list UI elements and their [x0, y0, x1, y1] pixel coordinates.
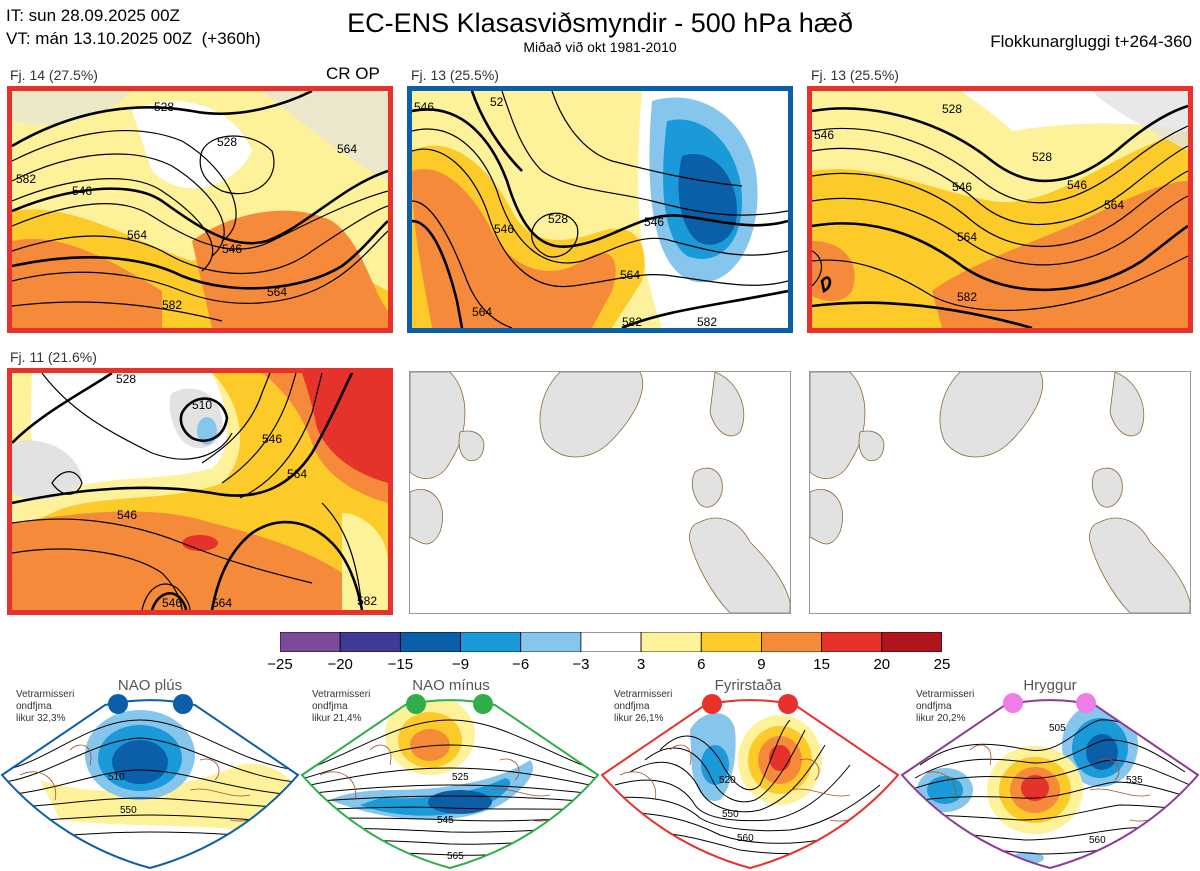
- panel-3-contour-label: 564: [957, 230, 977, 244]
- classification-window: Flokkunargluggi t+264-360: [990, 32, 1192, 51]
- colorbar-segment: [399, 631, 461, 653]
- regime-4-note: Vetrarmisseri ondfjma likur 20,2%: [916, 689, 975, 724]
- regime-1-contour-label: 510: [108, 772, 125, 783]
- colorbar-segment: [881, 631, 943, 653]
- panel-1-label: Fj. 14 (27.5%): [10, 67, 98, 83]
- regime-1-title: NAO plús: [117, 677, 183, 694]
- colorbar-tick-label: −25: [267, 656, 293, 673]
- panel-4-contour-label: 564: [287, 467, 307, 481]
- panel-4-contour-label: 546: [117, 508, 137, 522]
- panel-4-contour-label: 546: [162, 596, 182, 610]
- colorbar-segment: [520, 631, 582, 653]
- cluster-map-4: 510 528 546 564 546 546 564 582: [7, 368, 393, 615]
- regime-map-nao-plus: 510 550: [0, 694, 300, 870]
- regime-2-contour-label: 525: [452, 772, 469, 783]
- colorbar-segment: [339, 631, 401, 653]
- colorbar-tick-label: 3: [636, 656, 646, 673]
- panel-4-contour-label: 528: [116, 373, 136, 386]
- regime-1-note: Vetrarmisseri ondfjma likur 32,3%: [16, 689, 75, 724]
- panel-2-contour-label: 564: [472, 305, 492, 319]
- panel-2-contour-label: 528: [548, 212, 568, 226]
- panel-2-contour-label: 52: [490, 95, 504, 109]
- regime-4-title: Hryggur: [1023, 677, 1077, 694]
- colorbar-tick-label: 6: [697, 656, 706, 673]
- regime-2-title: NAO mínus: [412, 677, 490, 694]
- cluster-map-3: 528 546 564 528 546 564 582 546: [807, 86, 1193, 333]
- colorbar-tick-label: 20: [873, 656, 891, 673]
- regime-3-title: Fyrirstaða: [714, 677, 782, 694]
- panel-4-contour-label: 510: [192, 398, 212, 412]
- panel-4-contour-label: 582: [357, 594, 377, 608]
- panel-2-label: Fj. 13 (25.5%): [411, 67, 499, 83]
- panel-4-label: Fj. 11 (21.6%): [10, 349, 97, 365]
- regime-3-contour-label: 520: [719, 775, 736, 786]
- panel-3-contour-label: 582: [957, 290, 977, 304]
- panel-1-contour-label: 564: [337, 142, 357, 156]
- panel-2-contour-label: 546: [494, 222, 514, 236]
- regime-4-contour-label: 535: [1126, 775, 1143, 786]
- panel-1-contour-label: 582: [162, 298, 182, 312]
- regime-3-contour-label: 560: [737, 833, 754, 844]
- regime-2-contour-label: 565: [447, 851, 464, 862]
- panel-4-contour-label: 546: [262, 432, 282, 446]
- panel-1-contour-label: 564: [267, 285, 287, 299]
- valid-time: VT: mán 13.10.2025 00Z (+360h): [6, 29, 261, 48]
- colorbar-tick-label: −6: [512, 656, 530, 673]
- colorbar-tick-label: −9: [451, 656, 470, 673]
- page-subtitle: Miðað við okt 1981-2010: [523, 39, 677, 55]
- regime-4-contour-label: 505: [1049, 723, 1066, 734]
- regime-3-note: Vetrarmisseri ondfjma likur 26,1%: [614, 689, 673, 724]
- regime-map-ridge: 505 535 560: [900, 693, 1200, 870]
- regime-map-nao-minus: 525 545 565: [300, 694, 600, 870]
- panel-1-contour-label: 546: [222, 242, 242, 256]
- panel-3-label: Fj. 13 (25.5%): [811, 67, 899, 83]
- panel-3-contour-label: 546: [814, 128, 834, 142]
- regime-2-contour-label: 545: [437, 815, 454, 826]
- panel-2-contour-label: 582: [622, 315, 642, 328]
- regime-2-note: Vetrarmisseri ondfjma likur 21,4%: [312, 689, 371, 724]
- regime-4-contour-label: 560: [1089, 835, 1106, 846]
- panel-3-contour-label: 528: [942, 102, 962, 116]
- colorbar: [279, 631, 943, 653]
- colorbar-tick-label: 9: [757, 656, 766, 673]
- panel-2-contour-label: 582: [697, 315, 717, 328]
- control-run-label: CR OP: [326, 64, 380, 83]
- panel-1-contour-label: 564: [127, 228, 147, 242]
- panel-1-contour-label: 546: [72, 184, 92, 198]
- colorbar-tick-label: −20: [327, 656, 353, 673]
- panel-1-contour-label: 528: [154, 100, 174, 114]
- panel-3-contour-label: 528: [1032, 150, 1052, 164]
- colorbar-segment: [460, 631, 522, 653]
- panel-3-contour-label: 564: [1104, 198, 1124, 212]
- colorbar-tick-label: 15: [813, 656, 830, 673]
- colorbar-tick-label: 25: [933, 656, 951, 673]
- empty-map-6: [809, 371, 1191, 614]
- panel-3-contour-label: 546: [1067, 178, 1087, 192]
- colorbar-tick-label: −3: [572, 656, 590, 673]
- page-title: EC-ENS Klasasviðsmyndir - 500 hPa hæð: [347, 8, 853, 38]
- panel-1-contour-label: 582: [16, 172, 36, 186]
- regime-map-blocking: 520 550 560: [600, 694, 900, 870]
- colorbar-segment: [761, 631, 823, 653]
- panel-2-contour-label: 546: [414, 100, 434, 114]
- panel-1-contour-label: 528: [217, 135, 237, 149]
- regime-1-contour-label: 550: [120, 805, 137, 816]
- panel-3-contour-label: 546: [952, 180, 972, 194]
- colorbar-segment: [580, 631, 642, 653]
- panel-2-contour-label: 564: [620, 268, 640, 282]
- panel-4-contour-label: 564: [212, 596, 232, 610]
- regime-3-contour-label: 550: [722, 809, 739, 820]
- colorbar-segment: [821, 631, 883, 653]
- panel-2-contour-label: 546: [644, 215, 664, 229]
- empty-map-5: [409, 371, 791, 614]
- cluster-map-2: 546 528 546 564 564 582 582 546 52: [407, 86, 793, 333]
- cluster-map-1: 528 528 546 564 546 564 582 582 564: [7, 86, 393, 333]
- colorbar-tick-label: −15: [387, 656, 414, 673]
- colorbar-segment: [640, 631, 702, 653]
- colorbar-segment: [700, 631, 762, 653]
- colorbar-segment: [279, 631, 341, 653]
- init-time: IT: sun 28.09.2025 00Z: [6, 6, 180, 25]
